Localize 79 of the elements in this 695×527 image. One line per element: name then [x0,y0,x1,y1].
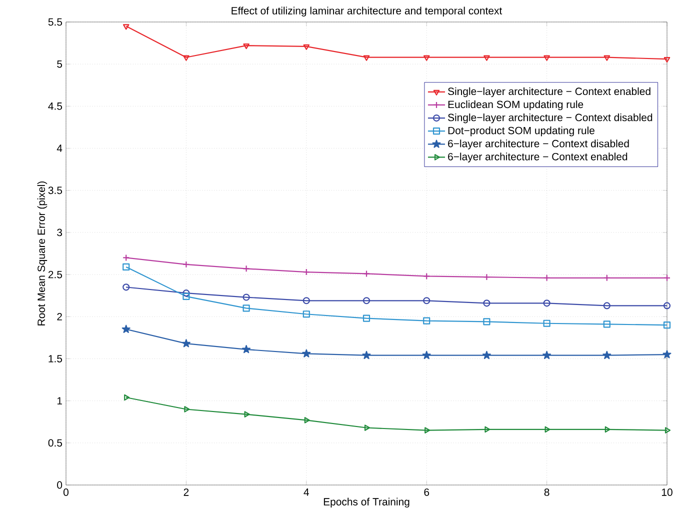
point [483,274,490,281]
y-tick-label: 5 [57,60,62,68]
point [304,417,310,424]
chart-title: Effect of utilizing laminar architecture and temporal context [232,6,502,16]
y-tick-label: 1 [57,397,62,404]
point [184,406,190,412]
x-tick-label: 8 [544,488,550,496]
y-tick-label: 3 [57,228,62,236]
point [482,350,491,360]
point [603,320,610,328]
point [604,55,610,61]
legend-label: Single−layer architecture − Context disabled [448,113,652,124]
point [423,297,430,304]
point [122,324,130,333]
point [122,263,130,271]
y-tick-label: 5.5 [48,18,62,26]
point [182,339,190,348]
point [362,297,370,304]
point [242,345,251,354]
point [362,314,370,322]
point [543,300,550,307]
x-tick-label: 4 [304,488,309,496]
point [424,427,430,434]
legend-label: Euclidean SOM updating rule [448,100,584,110]
point [364,424,370,431]
y-tick-label: 4.5 [48,102,62,110]
point [302,349,311,358]
point [543,320,550,327]
y-axis-title: Root Mean Square Error (pixel) [37,182,48,326]
point [302,310,310,318]
point [182,290,190,297]
point [362,270,370,278]
point [662,350,672,358]
x-axis-title: Epochs of Training [324,498,410,508]
legend-label: Dot−product SOM updating rule [448,126,594,136]
point [303,44,310,50]
point [602,350,612,360]
point [603,274,610,282]
point [542,350,552,360]
point [422,350,431,360]
point [604,426,610,433]
point [183,55,190,61]
x-tick-label: 10 [662,488,672,496]
point [544,426,550,433]
legend-label: 6−layer architecture − Context disabled [448,140,629,150]
point [243,44,250,50]
point [483,318,490,326]
legend-label: Single−layer architecture − Context enabled [448,87,650,98]
point [363,55,370,61]
x-tick-label: 2 [184,488,189,496]
y-tick-label: 0.5 [48,439,62,447]
x-tick-label: 0 [64,488,68,496]
point [663,322,671,329]
point [484,55,490,61]
point [423,272,430,280]
y-tick-label: 0 [57,481,62,489]
y-tick-label: 3.5 [48,186,62,194]
point [423,55,430,61]
point [544,55,550,61]
point [182,292,190,300]
point [242,294,250,301]
legend-label: 6−layer architecture − Context enabled [448,152,628,162]
point [603,302,610,310]
point [302,268,310,276]
point [242,304,250,312]
point [244,411,250,418]
point [483,300,490,307]
y-tick-label: 2 [57,312,62,320]
point [242,265,250,272]
point [302,297,310,304]
point [423,317,430,324]
y-tick-label: 4 [56,144,62,152]
point [484,426,490,433]
point [362,350,371,360]
y-tick-label: 2.5 [48,270,62,278]
point [182,260,190,268]
x-tick-label: 6 [424,488,430,496]
point [543,274,550,282]
y-tick-label: 1.5 [48,355,62,362]
